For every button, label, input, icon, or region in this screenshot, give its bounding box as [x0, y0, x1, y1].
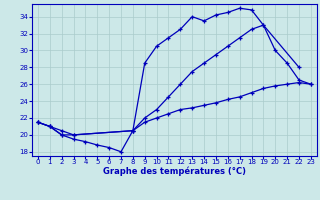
- X-axis label: Graphe des températures (°C): Graphe des températures (°C): [103, 167, 246, 176]
